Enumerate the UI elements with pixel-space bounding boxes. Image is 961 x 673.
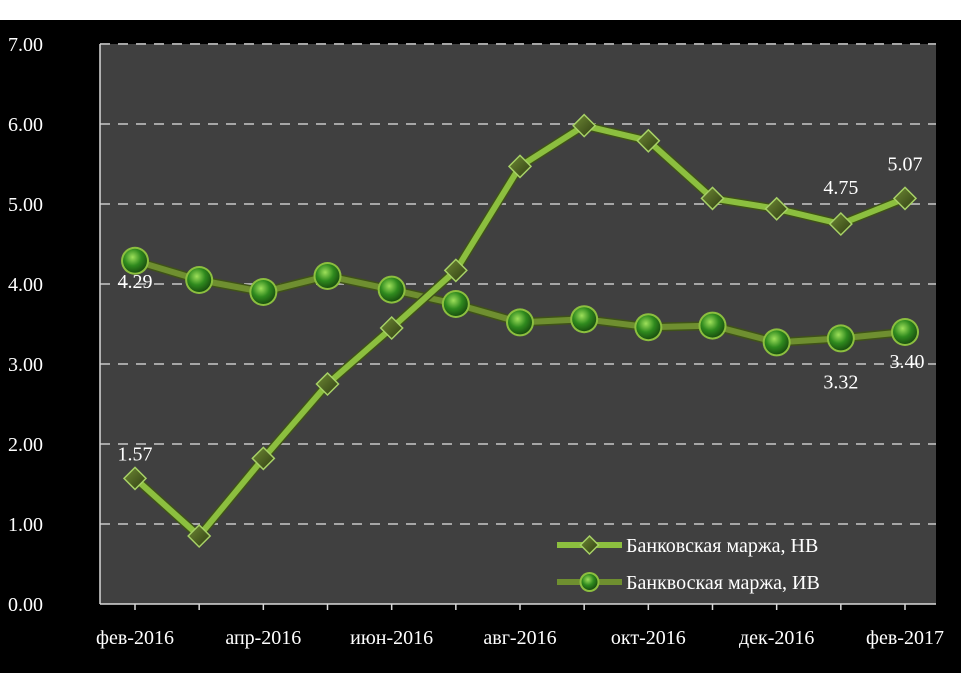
series-iv-point <box>443 292 468 316</box>
series-nv-point <box>572 113 597 138</box>
series-iv-point <box>123 248 147 273</box>
x-tick-label: авг-2016 <box>483 627 556 649</box>
series-iv-point <box>315 264 340 288</box>
legend-diamond-icon <box>579 534 600 556</box>
series-nv-point <box>443 258 468 283</box>
data-label: 3.40 <box>890 351 925 373</box>
y-tick-label: 5.00 <box>8 194 43 216</box>
x-tick-label: июн-2016 <box>350 627 433 649</box>
gridlines <box>100 43 936 525</box>
x-tick-label: окт-2016 <box>611 627 686 649</box>
x-tick-label: апр-2016 <box>225 627 301 649</box>
y-tick-label: 6.00 <box>8 114 43 136</box>
series-nv-point <box>187 523 212 549</box>
y-tick-label: 7.00 <box>8 34 43 56</box>
series-nv-point <box>379 315 404 341</box>
x-tick-label: фев-2017 <box>866 627 944 649</box>
series-nv-point <box>700 186 725 211</box>
series-iv-point <box>700 313 725 338</box>
series-nv-point <box>122 466 148 491</box>
series-nv-point <box>251 446 276 471</box>
legend: Банковская маржа, НВ Банквоская маржа, ИВ <box>557 534 820 594</box>
series-nv-point <box>764 196 789 221</box>
x-tick-label: фев-2016 <box>96 627 174 649</box>
axes: 0.00 1.00 2.00 3.00 4.00 5.00 6.00 7.00 фев-2016… <box>8 34 944 649</box>
y-tick-label: 4.00 <box>8 274 43 296</box>
series-iv-point <box>187 268 212 292</box>
series-iv-point <box>251 280 276 304</box>
series-nv-point <box>828 211 853 237</box>
y-tick-label: 0.00 <box>8 594 43 616</box>
data-label: 5.07 <box>888 153 923 175</box>
series-group <box>121 113 919 549</box>
series-nv-point <box>892 186 918 211</box>
data-label: 4.75 <box>823 177 858 199</box>
y-tick-label: 1.00 <box>8 514 43 536</box>
series-iv-point <box>379 277 404 302</box>
y-tick-label: 3.00 <box>8 354 43 376</box>
y-tick-label: 2.00 <box>8 434 43 456</box>
series-iv-point <box>893 320 917 344</box>
series-iv-point <box>508 310 532 335</box>
data-label: 3.32 <box>823 371 858 393</box>
legend-label: Банковская маржа, НВ <box>626 535 818 557</box>
legend-circle-icon <box>581 574 598 590</box>
data-label: 4.29 <box>118 271 153 293</box>
series-iv-point <box>764 330 789 355</box>
legend-label: Банквоская маржа, ИВ <box>626 572 820 594</box>
data-labels: 1.57 4.75 5.07 4.29 3.32 3.40 <box>118 153 925 465</box>
x-tick-label: дек-2016 <box>739 627 814 649</box>
series-iv-point <box>636 315 661 340</box>
series-nv-point <box>507 154 533 179</box>
series-iv-point <box>572 307 597 332</box>
data-label: 1.57 <box>118 443 153 465</box>
series-iv-point <box>828 326 853 351</box>
series-nv-point <box>315 371 340 397</box>
series-nv-point <box>636 128 661 153</box>
